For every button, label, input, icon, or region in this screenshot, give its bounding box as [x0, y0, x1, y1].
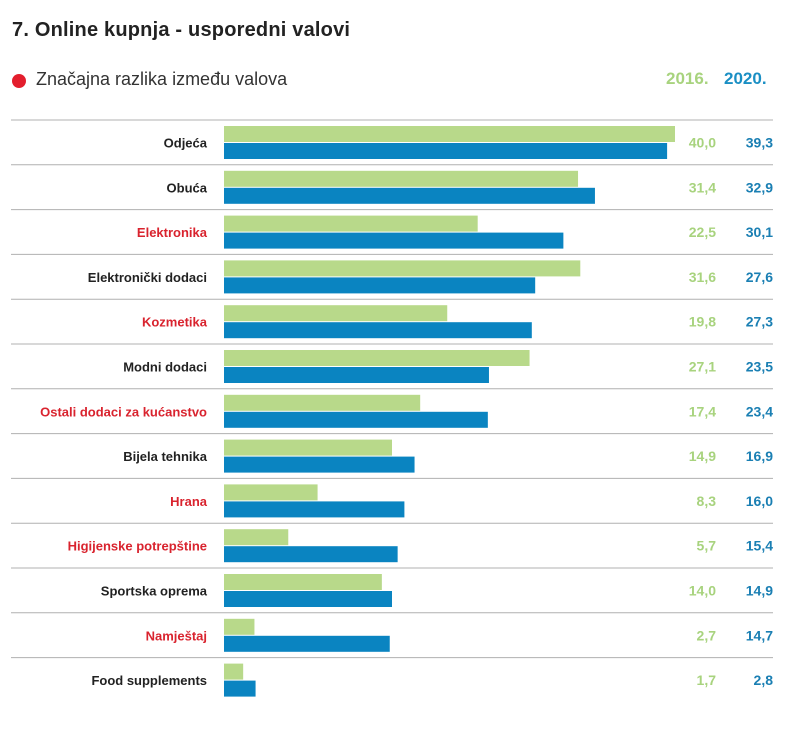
- bar-2016: [224, 350, 530, 366]
- bar-2020: [224, 546, 398, 563]
- bar-2020: [224, 680, 256, 697]
- bar-2016: [224, 305, 448, 322]
- value-label-2016: 14,0: [689, 583, 716, 599]
- bar-2020: [224, 277, 536, 294]
- value-label-2020: 30,1: [746, 224, 773, 240]
- bar-2016: [224, 170, 579, 187]
- value-label-2016: 31,6: [689, 269, 716, 285]
- bar-2016: [224, 618, 255, 635]
- bar-2020: [224, 143, 668, 159]
- value-label-2020: 14,7: [746, 627, 773, 643]
- value-label-2020: 15,4: [746, 538, 773, 554]
- bar-2020: [224, 591, 392, 607]
- bar-2020: [224, 456, 415, 473]
- significance-legend-label: Značajna razlika između valova: [36, 69, 288, 89]
- value-label-2020: 39,3: [746, 135, 773, 151]
- value-label-2020: 14,9: [746, 583, 773, 599]
- value-label-2016: 27,1: [689, 359, 716, 375]
- bar-2016: [224, 439, 392, 456]
- category-label: Odjeća: [164, 136, 208, 151]
- bar-2016: [224, 574, 382, 590]
- bar-2016: [224, 126, 675, 142]
- significance-dot-icon: [12, 74, 26, 88]
- category-label: Sportska oprema: [101, 584, 208, 599]
- category-label: Obuća: [167, 180, 208, 195]
- value-label-2020: 32,9: [746, 179, 773, 195]
- category-label: Bijela tehnika: [123, 449, 208, 464]
- bar-2020: [224, 232, 564, 249]
- bar-2016: [224, 663, 244, 680]
- legend-series-2020: 2020.: [724, 69, 767, 88]
- value-label-2016: 40,0: [689, 135, 716, 151]
- value-label-2016: 14,9: [689, 448, 716, 464]
- bar-2020: [224, 187, 595, 204]
- value-label-2016: 2,7: [697, 627, 717, 643]
- value-label-2020: 16,0: [746, 493, 773, 509]
- value-label-2020: 27,6: [746, 269, 773, 285]
- bar-2016: [224, 394, 421, 411]
- value-label-2016: 17,4: [689, 403, 716, 419]
- category-label: Modni dodaci: [123, 360, 207, 375]
- value-label-2020: 27,3: [746, 314, 773, 330]
- bar-2016: [224, 529, 289, 546]
- bar-2020: [224, 501, 405, 518]
- category-label: Food supplements: [91, 673, 207, 688]
- value-label-2020: 2,8: [754, 672, 774, 688]
- value-label-2020: 23,5: [746, 359, 773, 375]
- category-label: Elektronički dodaci: [88, 270, 207, 285]
- bar-2020: [224, 411, 488, 428]
- value-label-2016: 8,3: [697, 493, 717, 509]
- category-label: Kozmetika: [142, 315, 208, 330]
- bar-2016: [224, 260, 581, 277]
- bar-2020: [224, 367, 489, 383]
- category-label: Ostali dodaci za kućanstvo: [40, 404, 207, 419]
- category-label: Higijenske potrepštine: [68, 539, 207, 554]
- bar-2016: [224, 215, 478, 232]
- category-label: Hrana: [170, 494, 208, 509]
- value-label-2016: 31,4: [689, 179, 716, 195]
- legend-series-2016: 2016.: [666, 69, 709, 88]
- bar-2020: [224, 635, 390, 652]
- category-label: Elektronika: [137, 225, 208, 240]
- value-label-2016: 19,8: [689, 314, 716, 330]
- chart-title: 7. Online kupnja - usporedni valovi: [12, 19, 351, 41]
- value-label-2016: 5,7: [697, 538, 717, 554]
- value-label-2020: 23,4: [746, 403, 773, 419]
- value-label-2020: 16,9: [746, 448, 773, 464]
- category-label: Namještaj: [146, 628, 207, 643]
- value-label-2016: 22,5: [689, 224, 716, 240]
- bar-2016: [224, 484, 318, 501]
- value-label-2016: 1,7: [697, 672, 717, 688]
- bar-2020: [224, 322, 532, 339]
